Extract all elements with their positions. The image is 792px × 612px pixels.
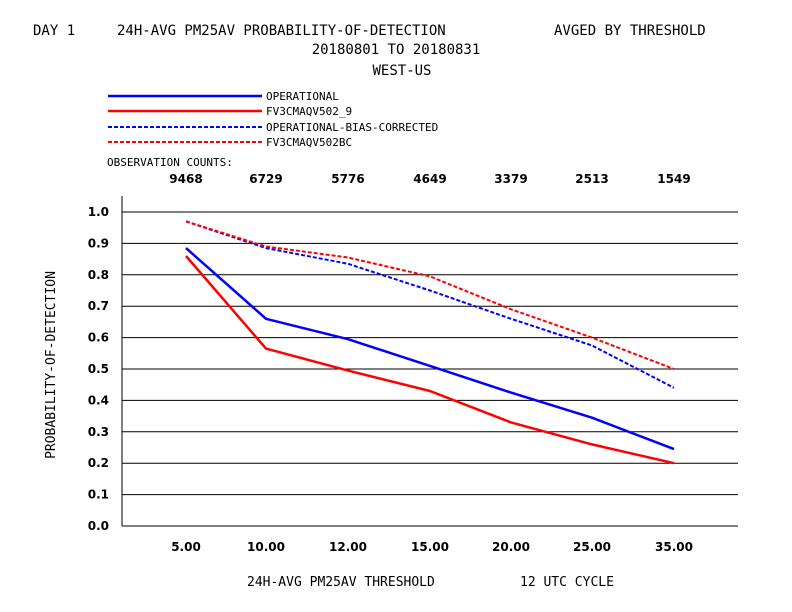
y-tick-labels: 0.0 0.1 0.2 0.3 0.4 0.5 0.6 0.7 0.8 0.9 1.0 xyxy=(88,205,109,533)
observation-count: 4649 xyxy=(413,172,446,186)
x-tick-label: 12.00 xyxy=(329,540,367,554)
series-line-fv3cmaqv502bc xyxy=(185,220,675,370)
x-tick-label: 25.00 xyxy=(573,540,611,554)
y-tick-label: 0.6 xyxy=(88,331,109,345)
legend-label: OPERATIONAL-BIAS-CORRECTED xyxy=(266,121,438,134)
y-tick-label: 0.0 xyxy=(88,519,109,533)
y-tick-label: 0.5 xyxy=(88,362,109,376)
y-tick-label: 0.8 xyxy=(88,268,109,282)
series-line-operational xyxy=(185,247,675,451)
gridlines xyxy=(121,196,738,527)
y-axis-label: PROBABILITY-OF-DETECTION xyxy=(44,271,59,459)
x-tick-label: 10.00 xyxy=(247,540,285,554)
title-day: DAY 1 xyxy=(33,23,75,39)
observation-count: 9468 xyxy=(169,172,202,186)
observation-count: 6729 xyxy=(249,172,282,186)
y-tick-label: 0.2 xyxy=(88,456,109,470)
chart-title: 24H-AVG PM25AV PROBABILITY-OF-DETECTION xyxy=(117,23,446,39)
series-line-operational-bias-corrected xyxy=(185,220,675,389)
y-tick-label: 0.7 xyxy=(88,299,109,313)
y-tick-label: 1.0 xyxy=(88,205,109,219)
legend-label: FV3CMAQV502BC xyxy=(266,136,352,149)
observation-count: 3379 xyxy=(494,172,527,186)
x-axis-label: 24H-AVG PM25AV THRESHOLD xyxy=(247,575,435,590)
observation-count: 2513 xyxy=(575,172,608,186)
series-lines xyxy=(185,220,675,465)
x-tick-label: 20.00 xyxy=(492,540,530,554)
x-tick-label: 15.00 xyxy=(411,540,449,554)
title-region: WEST-US xyxy=(372,63,431,79)
series-line-fv3cmaqv502-9 xyxy=(185,255,675,465)
observation-count: 5776 xyxy=(331,172,364,186)
x-tick-labels: 5.00 10.00 12.00 15.00 20.00 25.00 35.00 xyxy=(171,540,693,554)
title-avg-method: AVGED BY THRESHOLD xyxy=(554,23,706,39)
y-tick-label: 0.4 xyxy=(88,393,109,407)
y-tick-label: 0.1 xyxy=(88,488,109,502)
y-tick-label: 0.9 xyxy=(88,236,109,250)
x-tick-label: 35.00 xyxy=(655,540,693,554)
title-date-range: 20180801 TO 20180831 xyxy=(312,42,481,58)
x-tick-label: 5.00 xyxy=(171,540,201,554)
observation-counts: 9468 6729 5776 4649 3379 2513 1549 xyxy=(169,172,690,186)
legend-label: FV3CMAQV502_9 xyxy=(266,105,352,118)
x-axis-cycle-label: 12 UTC CYCLE xyxy=(520,575,614,590)
y-tick-label: 0.3 xyxy=(88,425,109,439)
observation-count: 1549 xyxy=(657,172,690,186)
observation-counts-label: OBSERVATION COUNTS: xyxy=(107,156,233,169)
legend-label: OPERATIONAL xyxy=(266,90,339,103)
legend: OPERATIONAL FV3CMAQV502_9 OPERATIONAL-BIAS… xyxy=(108,90,438,149)
